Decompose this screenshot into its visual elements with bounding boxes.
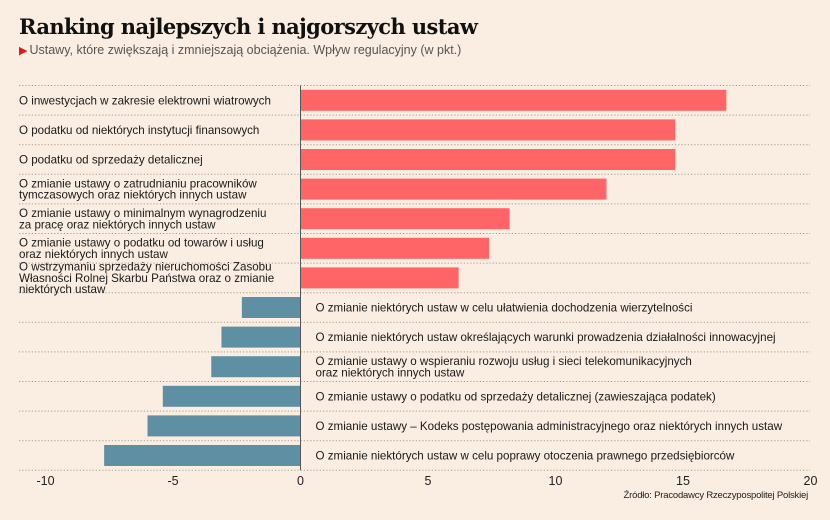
x-tick-label: -5: [167, 474, 178, 488]
category-label-line: O zmianie ustawy o podatku od towarów i …: [19, 237, 264, 250]
category-label-line: O zmianie ustawy – Kodeks postępowania a…: [316, 420, 783, 433]
category-label-line: tymczasowych oraz niektórych innych usta…: [19, 189, 247, 202]
category-label-line: O zmianie ustawy o wspieraniu rozwoju us…: [316, 355, 692, 368]
category-label: O zmianie ustawy o wspieraniu rozwoju us…: [316, 355, 692, 379]
category-label: O wstrzymaniu sprzedaży nieruchomości Za…: [19, 261, 274, 296]
category-label-line: O inwestycjach w zakresie elektrowni wia…: [19, 94, 271, 107]
bar-11: [162, 385, 301, 407]
bar-4: [300, 178, 607, 200]
category-label-line: O zmianie ustawy o zatrudnianiu pracowni…: [19, 178, 257, 191]
bars: [104, 89, 727, 466]
bar-1: [300, 89, 727, 111]
gridlines: [19, 85, 810, 471]
category-label-line: O zmianie niektórych ustaw w celu ułatwi…: [316, 302, 693, 315]
category-label: O podatku od niektórych instytucji finan…: [19, 124, 259, 137]
chart-subtitle: ▶ Ustawy, które zwiększają i zmniejszają …: [19, 43, 461, 57]
category-label: O zmianie niektórych ustaw w celu popraw…: [316, 450, 735, 463]
x-tick-label: 0: [297, 474, 304, 488]
x-tick-label: 15: [676, 474, 690, 488]
category-label-line: za pracę oraz niektórych innych ustaw: [19, 218, 216, 231]
bar-5: [300, 208, 510, 230]
category-labels: O inwestycjach w zakresie elektrowni wia…: [19, 94, 783, 462]
bar-6: [300, 237, 490, 259]
x-axis-ticks: -10 -5 0 5 10 15 20: [36, 474, 817, 488]
category-label-line: niektórych ustaw: [19, 283, 106, 296]
triangle-marker-icon: ▶: [19, 45, 28, 57]
bar-10: [211, 356, 301, 378]
x-tick-label: 10: [549, 474, 563, 488]
category-label: O zmianie ustawy o minimalnym wynagrodze…: [19, 207, 266, 231]
category-label-line: oraz niektórych innych ustaw: [316, 366, 465, 379]
category-label-line: Własności Rolnej Skarbu Państwa oraz o z…: [19, 272, 274, 285]
category-label: O podatku od sprzedaży detalicznej: [19, 154, 203, 167]
category-label: O zmianie ustawy o zatrudnianiu pracowni…: [19, 178, 257, 202]
category-label-line: O podatku od niektórych instytucji finan…: [19, 124, 259, 137]
source-note: Źródło: Pracodawcy Rzeczypospolitej Pols…: [623, 490, 809, 501]
x-tick-label: 5: [425, 474, 432, 488]
category-label: O zmianie ustawy o podatku od sprzedaży …: [316, 390, 716, 403]
category-label-line: O wstrzymaniu sprzedaży nieruchomości Za…: [19, 261, 272, 274]
category-label-line: O zmianie ustawy o podatku od sprzedaży …: [316, 390, 716, 403]
category-label-line: O podatku od sprzedaży detalicznej: [19, 154, 203, 167]
category-label-line: O zmianie niektórych ustaw określających…: [316, 331, 776, 344]
category-label: O zmianie ustawy – Kodeks postępowania a…: [316, 420, 783, 433]
chart-title: Ranking najlepszych i najgorszych ustaw: [19, 14, 478, 39]
bar-3: [300, 149, 676, 170]
category-label: O zmianie ustawy o podatku od towarów i …: [19, 237, 264, 261]
bar-8: [241, 297, 301, 318]
bar-7: [300, 267, 459, 289]
bar-9: [221, 326, 301, 348]
bar-13: [104, 445, 301, 466]
category-label-line: O zmianie niektórych ustaw w celu popraw…: [316, 450, 735, 463]
x-tick-label: 20: [804, 474, 818, 488]
category-label: O zmianie niektórych ustaw określających…: [316, 331, 776, 344]
bar-2: [300, 119, 676, 141]
category-label: O zmianie niektórych ustaw w celu ułatwi…: [316, 302, 693, 315]
category-label: O inwestycjach w zakresie elektrowni wia…: [19, 94, 271, 107]
subtitle-text: Ustawy, które zwiększają i zmniejszają o…: [29, 43, 462, 57]
bar-12: [147, 415, 301, 437]
category-label-line: oraz niektórych innych ustaw: [19, 248, 168, 261]
x-tick-label: -10: [36, 474, 54, 488]
category-label-line: O zmianie ustawy o minimalnym wynagrodze…: [19, 207, 266, 220]
